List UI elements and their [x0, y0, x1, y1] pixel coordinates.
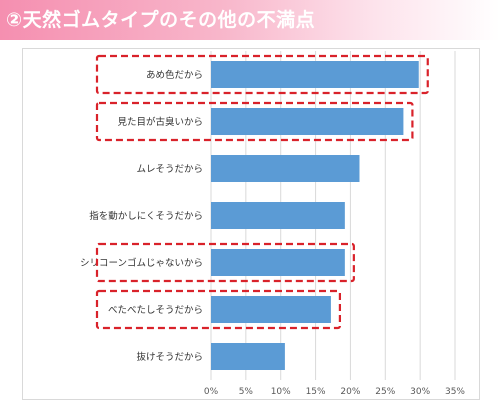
bar — [211, 249, 345, 276]
category-label: ムレそうだから — [136, 164, 203, 175]
category-label: シリコーンゴムじゃないから — [80, 257, 203, 269]
x-tick-label: 15% — [306, 387, 326, 397]
x-tick-label: 20% — [340, 387, 360, 397]
x-tick-label: 35% — [445, 387, 465, 397]
bar — [211, 343, 285, 370]
highlight-box — [95, 101, 414, 142]
x-tick-label: 30% — [410, 387, 430, 397]
bar — [211, 108, 404, 135]
highlight-box — [95, 54, 429, 95]
highlight-box — [95, 242, 355, 283]
bar — [211, 296, 331, 323]
chart-title: ②天然ゴムタイプのその他の不満点 — [6, 9, 316, 31]
x-tick-label: 10% — [271, 387, 291, 397]
category-label: 見た目が古臭いから — [117, 116, 203, 128]
x-tick-label: 25% — [375, 387, 395, 397]
highlight-box — [95, 289, 342, 330]
category-label: べたべたしそうだから — [108, 305, 203, 316]
category-label: 抜けそうだから — [136, 351, 203, 363]
x-tick-label: 5% — [239, 387, 254, 397]
bar — [211, 202, 345, 229]
category-label: 指を動かしにくそうだから — [89, 210, 203, 222]
chart-frame — [22, 48, 480, 400]
title-banner — [0, 0, 500, 40]
category-label: あめ色だから — [146, 69, 203, 81]
x-tick-label: 0% — [204, 387, 219, 397]
bar — [211, 61, 419, 88]
bar — [211, 155, 360, 182]
